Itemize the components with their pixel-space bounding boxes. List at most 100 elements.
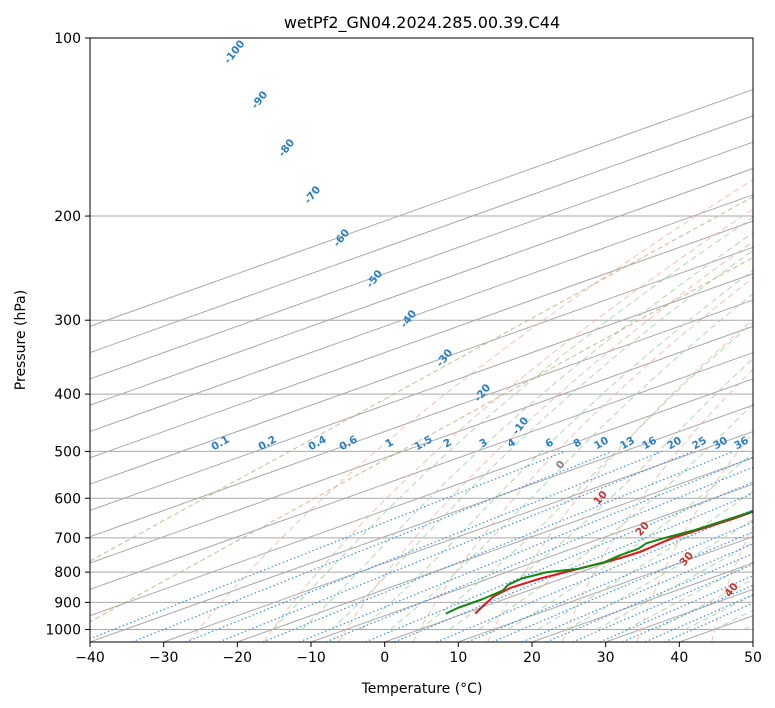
x-tick-label: 30 bbox=[597, 650, 615, 666]
dry-adiabat-line bbox=[263, 208, 753, 642]
dry-adiabat-line bbox=[337, 240, 753, 642]
isotherm-line bbox=[90, 220, 753, 459]
temperature-profile-line bbox=[474, 510, 753, 615]
moist-adiabat-line bbox=[537, 490, 753, 630]
mixing-ratio-line bbox=[131, 450, 613, 642]
isotherm-line bbox=[90, 88, 753, 327]
isotherm-line bbox=[90, 194, 753, 433]
y-tick-label: 500 bbox=[54, 444, 81, 460]
moist-adiabat-label: -60 bbox=[331, 227, 352, 249]
plot-frame bbox=[89, 37, 754, 643]
mixing-ratio-label: 1 bbox=[383, 436, 395, 450]
x-tick-label: 50 bbox=[744, 650, 762, 666]
x-tick-label: 10 bbox=[449, 650, 467, 666]
mixing-ratio-line bbox=[664, 602, 753, 642]
x-tick-label: 40 bbox=[670, 650, 688, 666]
mixing-ratio-line bbox=[492, 531, 753, 642]
x-tick-label: −40 bbox=[75, 650, 105, 666]
mixing-ratio-line bbox=[521, 543, 753, 642]
mixing-ratio-line bbox=[325, 466, 753, 642]
moist-adiabat-line bbox=[419, 321, 753, 630]
mixing-ratio-label: 0.1 bbox=[209, 434, 231, 454]
moist-adiabat-line bbox=[743, 624, 753, 630]
isotherm-line bbox=[90, 273, 753, 511]
moist-adiabat-label: -30 bbox=[434, 347, 455, 369]
moist-adiabat-line bbox=[272, 216, 753, 630]
mixing-ratio-line bbox=[262, 450, 734, 642]
y-tick-label: 800 bbox=[54, 565, 81, 581]
mixing-ratio-line bbox=[185, 450, 663, 642]
isotherm-line bbox=[90, 378, 753, 617]
dry-adiabat-line bbox=[188, 179, 753, 642]
moist-adiabat-label: -20 bbox=[472, 382, 493, 404]
x-tick-label: −30 bbox=[149, 650, 179, 666]
moist-adiabat-line bbox=[566, 519, 753, 630]
isotherm-line bbox=[90, 167, 753, 406]
sounding-series bbox=[445, 510, 753, 615]
dry-adiabat-line bbox=[561, 368, 753, 642]
mixing-ratio-label: 0.2 bbox=[256, 434, 278, 454]
mixing-ratio-label: 16 bbox=[640, 435, 659, 453]
isotherm-line bbox=[90, 141, 753, 380]
y-tick-label: 200 bbox=[54, 209, 81, 225]
isotherm-line bbox=[458, 536, 753, 642]
x-tick-label: 20 bbox=[523, 650, 541, 666]
moist-adiabat-line bbox=[389, 293, 753, 630]
mixing-ratio-label: 0.4 bbox=[306, 434, 328, 454]
y-tick-label: 1000 bbox=[45, 622, 81, 638]
mixing-ratio-label: 4 bbox=[505, 436, 517, 450]
isotherm-line bbox=[163, 430, 753, 642]
isotherm-line bbox=[90, 325, 753, 564]
moist-adiabat-label: -50 bbox=[364, 268, 385, 290]
moist-adiabat-line bbox=[655, 578, 753, 630]
y-tick-label: 900 bbox=[54, 595, 81, 611]
moist-adiabat-lines bbox=[272, 216, 753, 630]
dry-adiabat-line bbox=[711, 525, 753, 642]
dry-adiabat-label: 0 bbox=[554, 458, 568, 471]
moist-adiabat-label: -40 bbox=[398, 308, 419, 330]
y-tick-label: 600 bbox=[54, 491, 81, 507]
x-tick-label: 0 bbox=[380, 650, 389, 666]
moist-adiabat-label: -70 bbox=[302, 184, 323, 206]
mixing-ratio-label: 1.5 bbox=[412, 434, 434, 454]
x-tick-label: −20 bbox=[223, 650, 253, 666]
saturation-curve bbox=[90, 196, 753, 562]
isotherm-line bbox=[752, 641, 753, 642]
x-axis-label: Temperature (°C) bbox=[361, 681, 483, 697]
mixing-ratio-label: 3 bbox=[477, 436, 489, 450]
y-axis-ticks: 100 200 300 400 500 600 700 800 900 1000 bbox=[45, 31, 90, 638]
y-axis-label: Pressure (hPa) bbox=[13, 290, 29, 390]
moist-adiabat-label: -90 bbox=[249, 89, 270, 111]
dry-adiabat-lines bbox=[188, 179, 753, 642]
mixing-ratio-label: 8 bbox=[571, 436, 583, 450]
dry-adiabat-label: 30 bbox=[677, 550, 696, 569]
mixing-ratio-label: 30 bbox=[711, 435, 730, 453]
isotherm-line bbox=[90, 246, 753, 485]
y-tick-label: 700 bbox=[54, 531, 81, 547]
isotherm-line bbox=[237, 457, 753, 642]
dewpoint-profile-line bbox=[445, 510, 753, 615]
mixing-ratio-line bbox=[572, 563, 753, 642]
isotherm-line bbox=[90, 115, 753, 354]
mixing-ratio-label: 20 bbox=[665, 435, 684, 453]
mixing-ratio-label: 0.6 bbox=[337, 434, 359, 454]
moist-adiabat-line bbox=[360, 269, 753, 630]
pressure-gridlines bbox=[90, 38, 753, 630]
moist-adiabat-line bbox=[596, 541, 753, 630]
x-tick-label: −10 bbox=[296, 650, 326, 666]
mixing-ratio-line bbox=[436, 509, 753, 642]
isotherm-line bbox=[310, 483, 753, 642]
mixing-ratio-line bbox=[90, 450, 566, 640]
isotherm-line bbox=[90, 299, 753, 538]
mixing-ratio-line bbox=[298, 456, 753, 642]
saturation-curve bbox=[90, 256, 753, 623]
isotherm-lines bbox=[90, 88, 753, 642]
x-axis-ticks: −40 −30 −20 −10 0 10 20 30 40 50 bbox=[75, 642, 762, 666]
plot-area: -100 -90 -80 -70 -60 -50 -40 -30 -20 -10 0.1 0.2 0.4… bbox=[90, 38, 753, 642]
mixing-ratio-label: 13 bbox=[618, 435, 637, 453]
moist-adiabat-label: -10 bbox=[510, 415, 531, 437]
moist-adiabat-line bbox=[684, 594, 753, 630]
saturation-curves bbox=[90, 196, 753, 623]
